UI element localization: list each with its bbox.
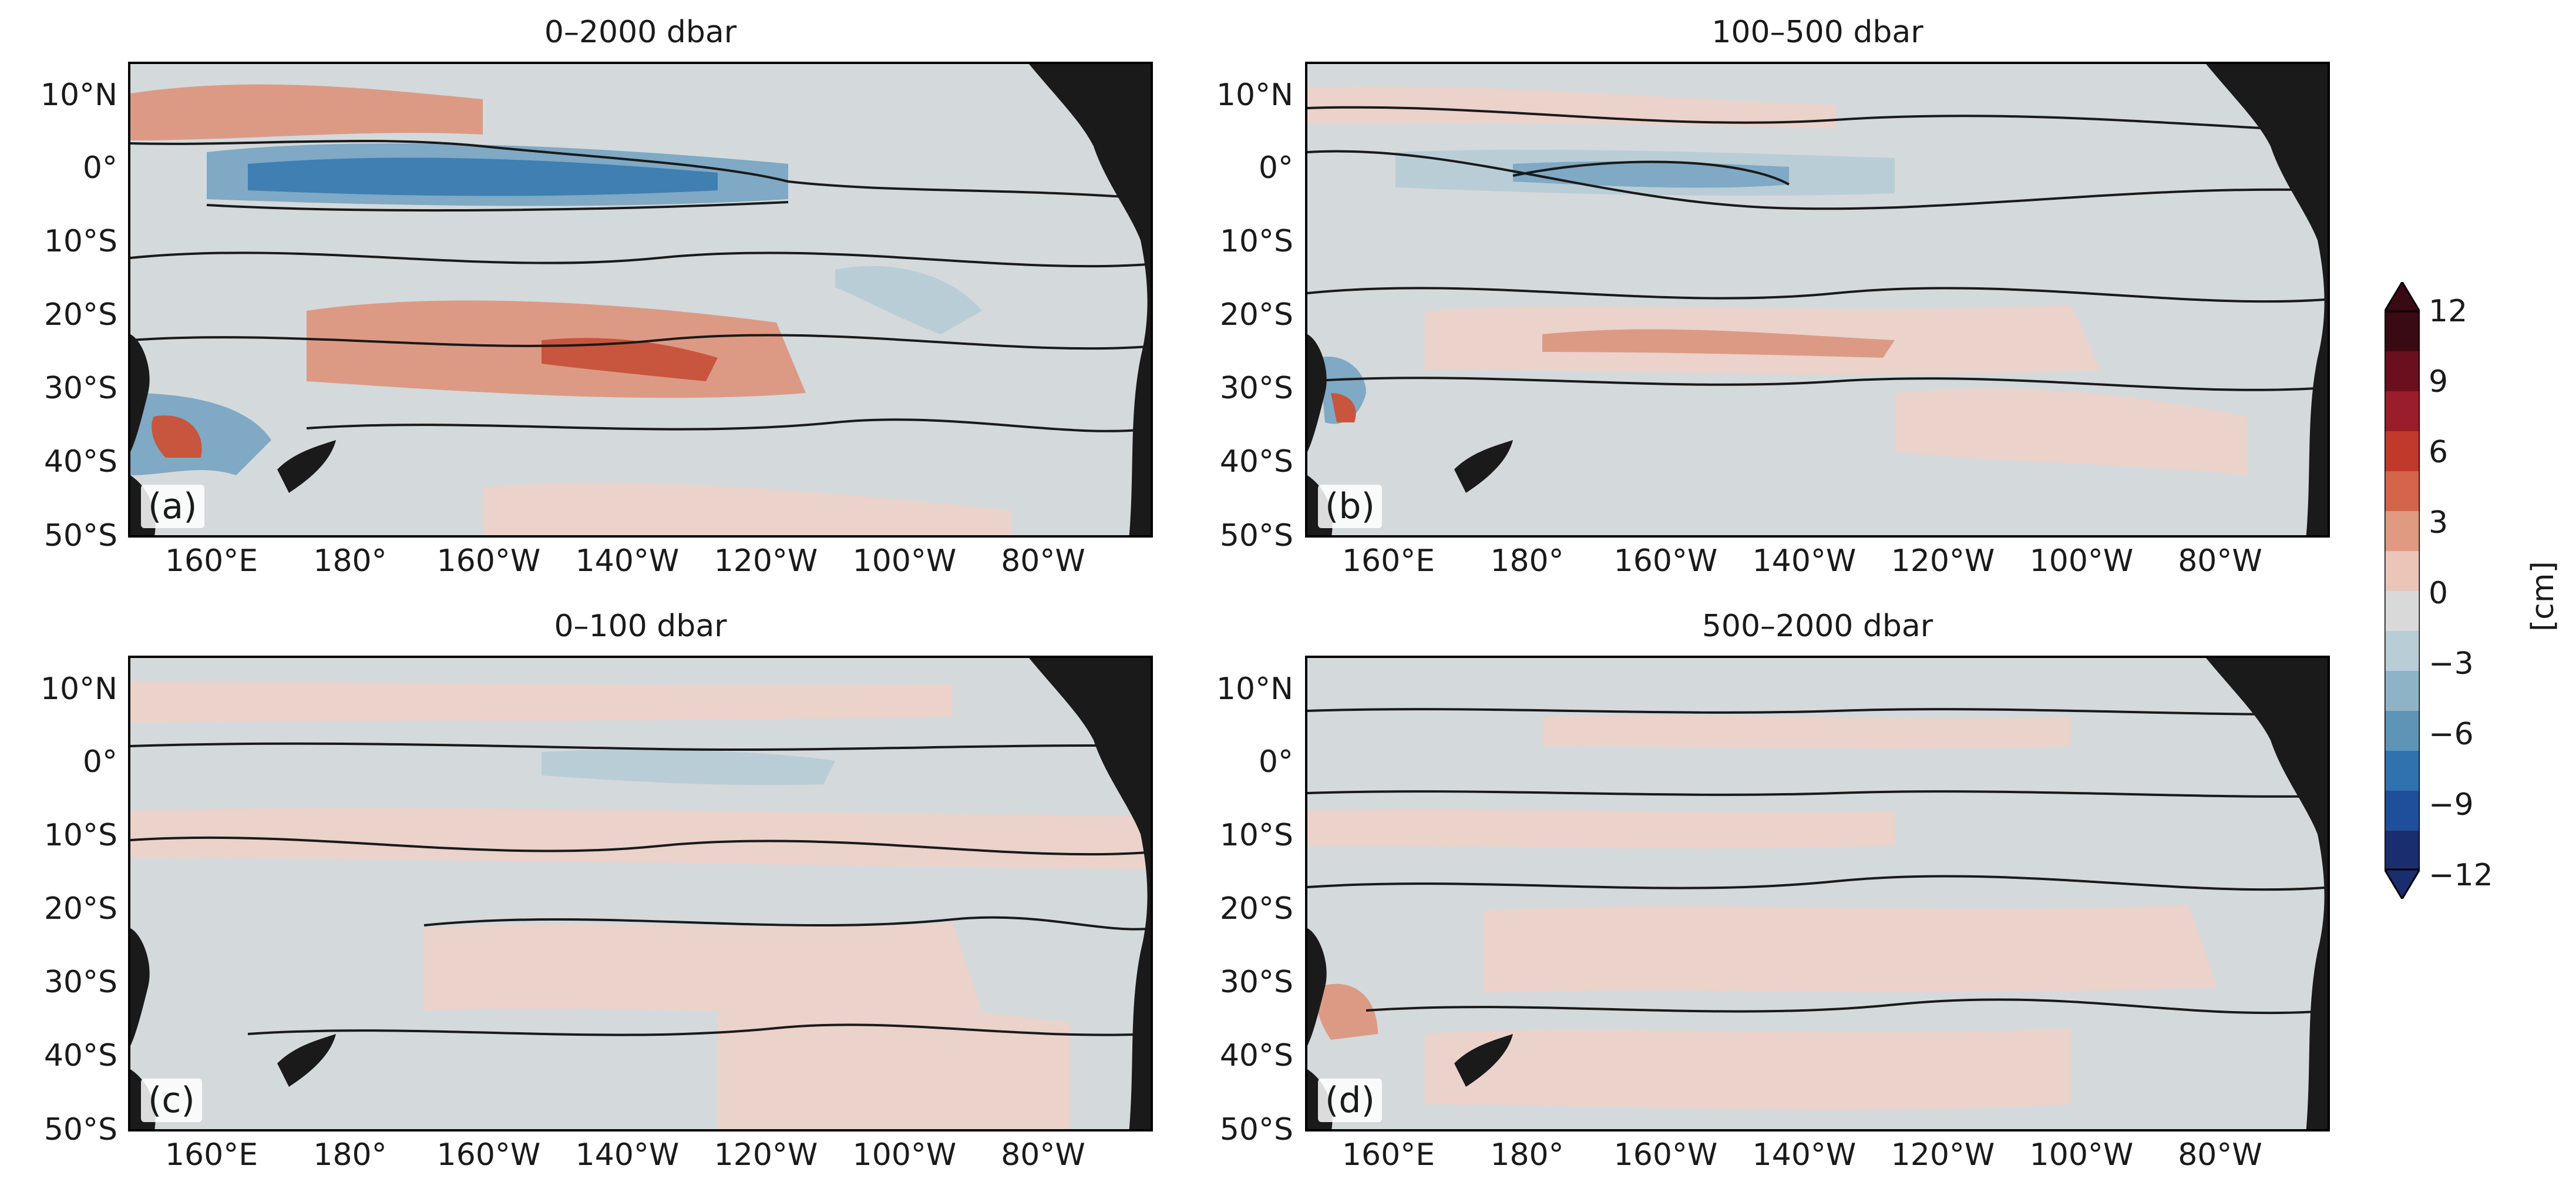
lon-tick: 100°W [2029, 543, 2134, 579]
lon-tick: 140°W [575, 1137, 680, 1173]
lon-tick: 160°W [436, 1137, 541, 1173]
lat-tick: 20°S [43, 297, 117, 333]
lon-tick: 120°W [714, 1137, 818, 1173]
lat-tick: 50°S [43, 518, 117, 553]
lat-tick: 10°S [1219, 224, 1293, 259]
lat-tick: 40°S [1219, 444, 1293, 479]
anomaly-map [130, 64, 1151, 535]
lon-tick: 100°W [852, 1137, 957, 1173]
lat-tick: 10°N [40, 78, 117, 113]
lat-tick: 40°S [1219, 1038, 1293, 1073]
lon-tick: 160°E [1341, 1137, 1435, 1173]
map-area: (b) [1305, 62, 2330, 538]
lon-tick: 180° [313, 1137, 387, 1173]
panel-title: 0–2000 dbar [544, 15, 737, 50]
lat-tick: 30°S [43, 371, 117, 406]
panel-title: 100–500 dbar [1711, 15, 1923, 50]
map-area: (d) [1305, 656, 2330, 1132]
lat-tick: 10°N [1216, 78, 1293, 113]
colorbar-tick: −9 [2429, 787, 2474, 822]
colorbar-tick: 0 [2429, 576, 2449, 611]
lat-tick: 30°S [43, 965, 117, 1000]
lon-tick: 120°W [1891, 543, 1995, 579]
lon-tick: 120°W [1891, 1137, 1995, 1173]
colorbar-tick: 6 [2429, 435, 2449, 470]
lon-tick: 140°W [575, 543, 680, 579]
lon-tick: 160°E [164, 543, 258, 579]
lon-tick: 80°W [1001, 1137, 1085, 1173]
colorbar-unit: [cm] [2525, 561, 2561, 632]
lon-tick: 180° [313, 543, 387, 579]
colorbar-tick: −3 [2429, 646, 2474, 681]
anomaly-map [1307, 658, 2328, 1129]
lon-tick: 160°E [1341, 543, 1435, 579]
lat-tick: 20°S [1219, 297, 1293, 333]
colorbar-scale [2383, 280, 2422, 901]
lat-tick: 50°S [43, 1112, 117, 1147]
lat-tick: 0° [1258, 150, 1293, 186]
lon-tick: 160°W [436, 543, 541, 579]
lon-tick: 180° [1490, 1137, 1564, 1173]
lat-tick: 10°S [43, 818, 117, 853]
panel-title: 0–100 dbar [554, 609, 727, 644]
lon-tick: 80°W [2178, 543, 2262, 579]
colorbar-tick: −12 [2429, 858, 2493, 893]
lat-tick: 20°S [43, 891, 117, 926]
lat-tick: 0° [1258, 744, 1293, 780]
lon-tick: 160°E [164, 1137, 258, 1173]
map-area: (c) [128, 656, 1153, 1132]
lat-tick: 10°N [40, 671, 117, 707]
panel-letter: (a) [141, 485, 204, 528]
lon-tick: 100°W [852, 543, 957, 579]
lat-tick: 30°S [1219, 965, 1293, 1000]
panel-letter: (b) [1318, 485, 1382, 528]
panel-letter: (d) [1318, 1079, 1382, 1122]
anomaly-map [1307, 64, 2328, 535]
lat-tick: 0° [82, 744, 117, 780]
lat-tick: 10°S [1219, 818, 1293, 853]
colorbar-tick: 9 [2429, 364, 2449, 399]
lon-tick: 160°W [1613, 1137, 1718, 1173]
lon-tick: 140°W [1752, 1137, 1857, 1173]
lat-tick: 10°S [43, 224, 117, 259]
lon-tick: 140°W [1752, 543, 1857, 579]
lat-tick: 30°S [1219, 371, 1293, 406]
colorbar-tick: 3 [2429, 505, 2449, 540]
lat-tick: 50°S [1219, 1112, 1293, 1147]
anomaly-map [130, 658, 1151, 1129]
lon-tick: 80°W [1001, 543, 1085, 579]
lon-tick: 160°W [1613, 543, 1718, 579]
colorbar [2383, 280, 2422, 901]
lon-tick: 180° [1490, 543, 1564, 579]
lat-tick: 20°S [1219, 891, 1293, 926]
map-area: (a) [128, 62, 1153, 538]
lat-tick: 50°S [1219, 518, 1293, 553]
lon-tick: 80°W [2178, 1137, 2262, 1173]
panel-letter: (c) [141, 1079, 202, 1122]
lat-tick: 0° [82, 150, 117, 186]
colorbar-tick: 12 [2429, 294, 2468, 329]
lon-tick: 120°W [714, 543, 818, 579]
lat-tick: 10°N [1216, 671, 1293, 707]
lat-tick: 40°S [43, 444, 117, 479]
panel-title: 500–2000 dbar [1701, 609, 1933, 644]
lat-tick: 40°S [43, 1038, 117, 1073]
lon-tick: 100°W [2029, 1137, 2134, 1173]
colorbar-tick: −6 [2429, 717, 2474, 752]
